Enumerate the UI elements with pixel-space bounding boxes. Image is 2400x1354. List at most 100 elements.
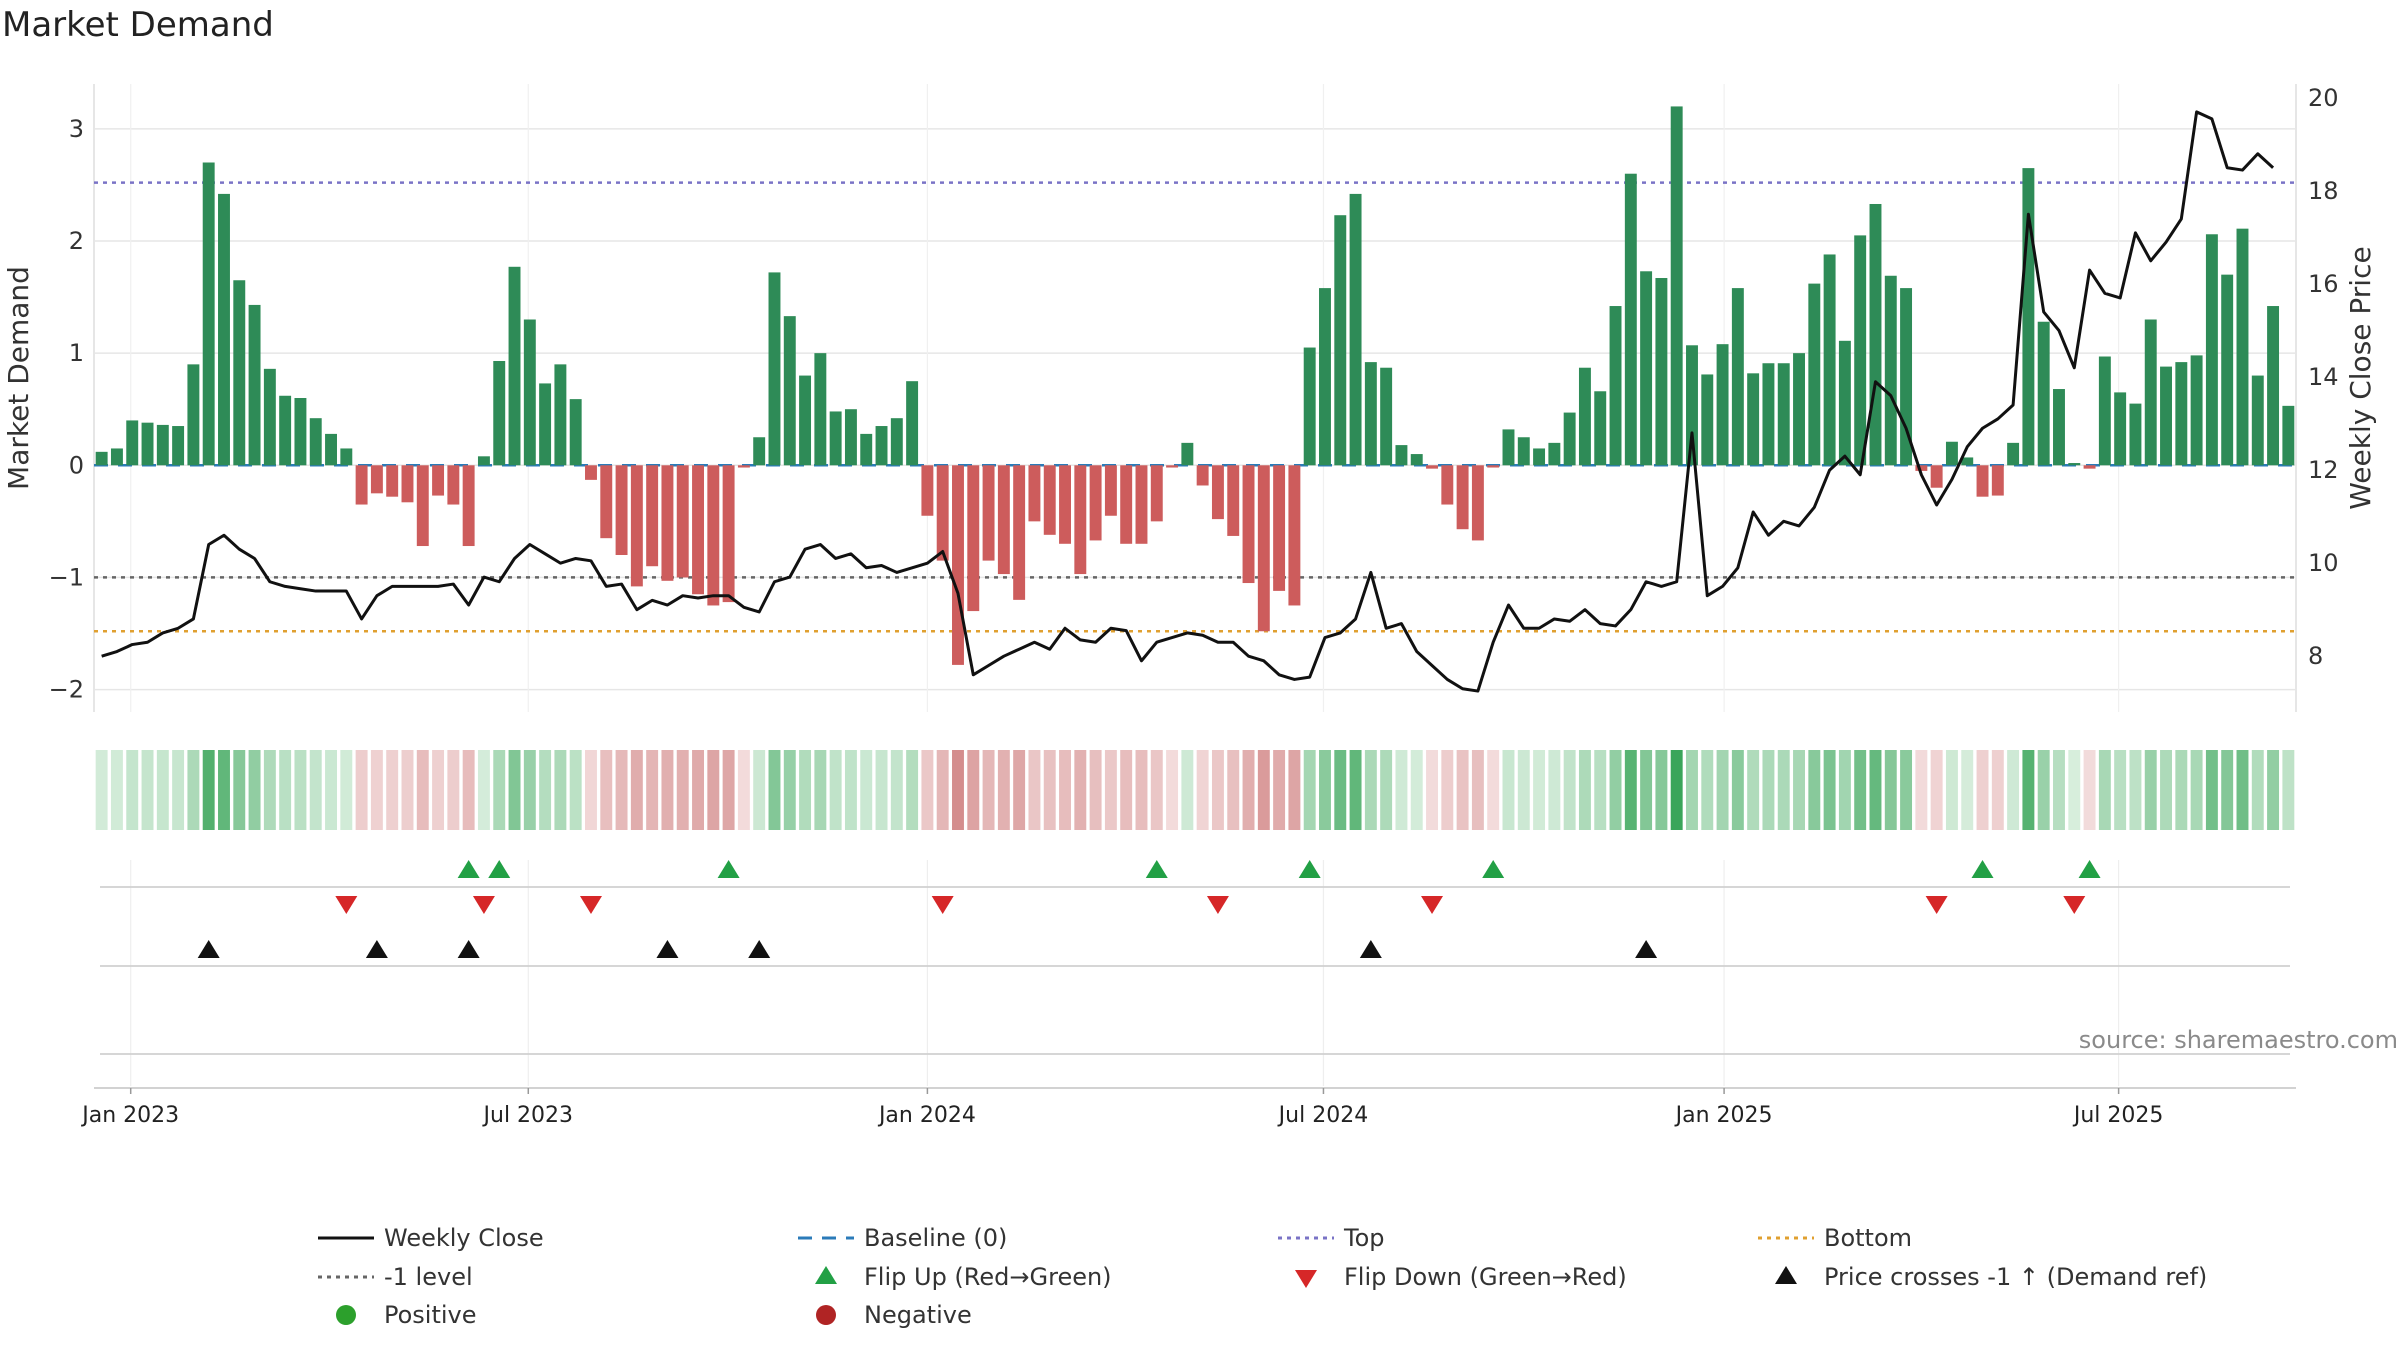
heat-cell (248, 750, 261, 830)
legend-label: Top (1343, 1224, 1385, 1252)
flip-up-marker (457, 860, 480, 878)
demand-bar (1456, 465, 1469, 530)
demand-bar (799, 375, 812, 466)
demand-bar (1319, 288, 1331, 466)
heat-cell (1487, 750, 1500, 830)
x-tick-labels: Jan 2023 Jul 2023 Jan 2024 Jul 2024 Jan 2025… (80, 1088, 2163, 1128)
legend-swatch-circle (336, 1305, 356, 1325)
heat-cell (1548, 750, 1561, 830)
demand-bar (1104, 465, 1117, 516)
demand-bar (1227, 465, 1240, 536)
legend: Weekly Close Baseline (0) Top Bottom -1 leve… (318, 1224, 2207, 1329)
demand-bar (814, 353, 827, 466)
heat-cell (1838, 750, 1851, 830)
demand-bar (1578, 367, 1591, 466)
heat-cell (1319, 750, 1331, 830)
demand-bar (615, 465, 628, 555)
demand-bar (233, 280, 246, 466)
y-tick-left: 1 (69, 339, 84, 367)
demand-bar (355, 465, 368, 505)
heat-cell (340, 750, 353, 830)
heat-cell (2022, 750, 2035, 830)
demand-bar (202, 162, 215, 466)
heat-cell (1349, 750, 1362, 830)
heat-cell (386, 750, 399, 830)
demand-bar (1120, 465, 1133, 544)
heat-cell (2114, 750, 2127, 830)
demand-bar (1471, 465, 1484, 541)
heat-cell (1640, 750, 1653, 830)
demand-bar (110, 448, 123, 466)
legend-swatch-circle (816, 1305, 836, 1325)
heat-cell (1043, 750, 1056, 830)
heat-cell (2053, 750, 2065, 830)
heat-cell (493, 750, 506, 830)
flip-up-marker (1298, 860, 1321, 878)
demand-bar (1701, 374, 1714, 466)
heat-cell (1456, 750, 1469, 830)
demand-bar (462, 465, 475, 547)
demand-bar (1808, 283, 1821, 466)
heat-cell (1930, 750, 1943, 830)
heat-cell (630, 750, 643, 830)
heat-cell (2144, 750, 2157, 830)
heat-cell (860, 750, 873, 830)
demand-bar (2129, 403, 2142, 466)
legend-item: Flip Up (Red→Green) (815, 1263, 1112, 1291)
price-cross-marker (1635, 940, 1658, 958)
heat-cell (982, 750, 995, 830)
demand-bar (1074, 465, 1087, 575)
flip-down-marker (931, 896, 954, 914)
demand-bar (952, 465, 964, 665)
flip-down-marker (1925, 896, 1948, 914)
heat-cell (554, 750, 567, 830)
demand-bar (1793, 353, 1805, 466)
heat-cell (325, 750, 337, 830)
heat-cell (692, 750, 704, 830)
heat-cell (1609, 750, 1622, 830)
heat-cell (1900, 750, 1913, 830)
demand-bar (2221, 274, 2234, 466)
demand-bar (982, 465, 995, 561)
heat-cell (1961, 750, 1974, 830)
demand-bar (1181, 442, 1194, 466)
demand-bar (1533, 448, 1546, 466)
heat-cell (263, 750, 276, 830)
heat-cell (1441, 750, 1454, 830)
flip-up-marker (488, 860, 511, 878)
heat-cell (1777, 750, 1790, 830)
heat-cell (1227, 750, 1240, 830)
heat-cell (814, 750, 827, 830)
heat-cell (997, 750, 1010, 830)
heat-cell (1150, 750, 1163, 830)
heat-cell (462, 750, 475, 830)
demand-bar (1762, 363, 1775, 466)
price-cross-marker (1359, 940, 1382, 958)
heat-cell (615, 750, 628, 830)
price-line-layer (101, 110, 2275, 693)
heat-cell (187, 750, 200, 830)
demand-bar (1426, 465, 1438, 469)
demand-bar (829, 411, 842, 466)
demand-bar (1242, 465, 1255, 584)
demand-bar (1563, 412, 1576, 466)
heat-cell (844, 750, 857, 830)
demand-bar (432, 465, 445, 496)
heat-cell (1594, 750, 1607, 830)
demand-bar (493, 360, 506, 466)
legend-item: Negative (816, 1301, 972, 1329)
demand-bar (1441, 465, 1454, 505)
heat-cell (2068, 750, 2081, 830)
demand-bar (172, 426, 185, 466)
x-tick-label: Jan 2025 (1674, 1103, 1773, 1128)
demand-bar (737, 465, 750, 468)
legend-item: Price crosses -1 ↑ (Demand ref) (1775, 1263, 2207, 1291)
demand-bar (141, 422, 154, 466)
heat-cell (1395, 750, 1408, 830)
heat-cell (1716, 750, 1729, 830)
heat-cell (1303, 750, 1316, 830)
y-tick-right: 20 (2308, 84, 2339, 112)
heat-cell (477, 750, 490, 830)
demand-bar (1945, 441, 1958, 466)
